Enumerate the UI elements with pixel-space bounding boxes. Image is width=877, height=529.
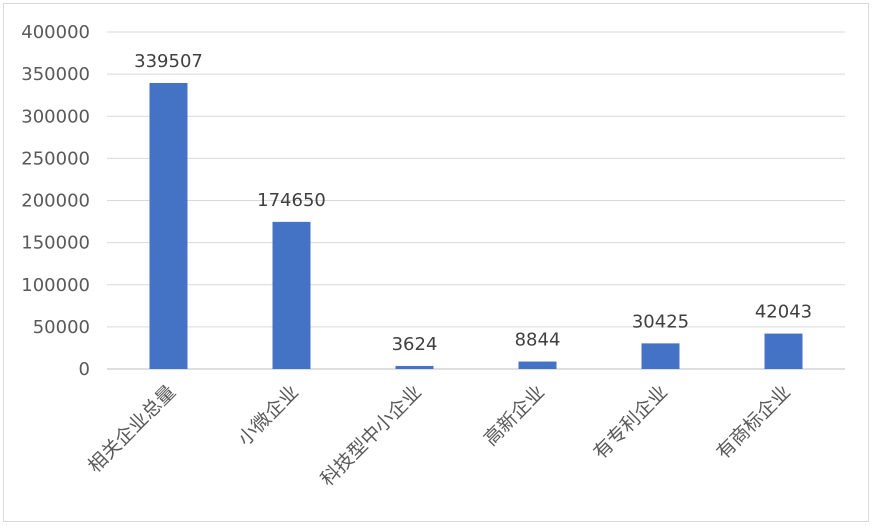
- data-label: 174650: [257, 190, 326, 211]
- x-tick-label: 有商标企业: [712, 381, 795, 464]
- x-tick-label: 科技型中小企业: [316, 381, 426, 491]
- bar: [518, 361, 557, 369]
- y-tick-label: 200000: [21, 191, 90, 212]
- data-label: 42043: [755, 302, 812, 323]
- y-axis-ticks: 0 50000 100000 150000 200000 250000 300000 3500…: [21, 22, 90, 380]
- bar: [641, 343, 680, 369]
- x-axis-labels: 相关企业总量 小微企业 科技型中小企业 高新企业 有专利企业 有商标企业: [84, 381, 795, 491]
- data-label: 30425: [632, 311, 689, 332]
- data-labels: 339507 174650 3624 8844 30425 42043: [134, 51, 812, 355]
- x-tick-label: 相关企业总量: [84, 381, 180, 477]
- y-tick-label: 300000: [21, 106, 90, 127]
- x-tick-label: 小微企业: [234, 381, 303, 450]
- y-tick-label: 150000: [21, 233, 90, 254]
- data-label: 3624: [392, 334, 438, 355]
- y-tick-label: 250000: [21, 148, 90, 169]
- bar: [395, 365, 434, 369]
- data-label: 339507: [134, 51, 203, 72]
- y-tick-label: 100000: [21, 275, 90, 296]
- y-tick-label: 400000: [21, 22, 90, 43]
- y-tick-label: 0: [79, 359, 90, 380]
- bar: [764, 333, 803, 369]
- gridlines: [107, 31, 845, 370]
- bar: [272, 221, 311, 369]
- y-tick-label: 50000: [33, 317, 90, 338]
- bars: [149, 82, 803, 369]
- bar: [149, 82, 188, 369]
- chart-frame: [3, 3, 869, 522]
- data-label: 8844: [515, 330, 561, 351]
- x-tick-label: 高新企业: [480, 381, 549, 450]
- y-tick-label: 350000: [21, 64, 90, 85]
- x-tick-label: 有专利企业: [589, 381, 672, 464]
